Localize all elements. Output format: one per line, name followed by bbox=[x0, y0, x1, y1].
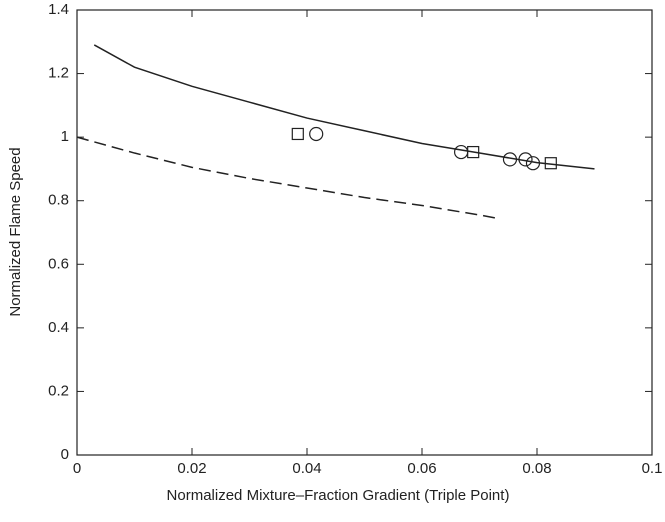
x-tick-label: 0.1 bbox=[642, 460, 663, 477]
x-axis-label: Normalized Mixture–Fraction Gradient (Tr… bbox=[167, 487, 510, 504]
y-tick-label: 0.4 bbox=[48, 319, 69, 336]
x-tick-label: 0.02 bbox=[177, 460, 206, 477]
circle-marker bbox=[454, 144, 469, 160]
circle-marker bbox=[502, 152, 518, 167]
x-tick-label: 0 bbox=[73, 460, 81, 477]
y-tick-label: 0.8 bbox=[48, 192, 69, 209]
x-tick-label: 0.08 bbox=[522, 460, 551, 477]
square-marker bbox=[544, 157, 557, 170]
y-axis-label: Normalized Flame Speed bbox=[7, 147, 24, 316]
y-tick-label: 0.2 bbox=[48, 382, 69, 399]
square-marker bbox=[291, 127, 304, 141]
circle-marker bbox=[525, 156, 541, 171]
y-tick-label: 0 bbox=[61, 446, 69, 463]
circle-marker bbox=[518, 152, 533, 167]
y-tick-label: 0.6 bbox=[48, 255, 69, 272]
circle-marker bbox=[309, 126, 324, 142]
y-tick-label: 1.2 bbox=[48, 65, 69, 82]
y-tick-label: 1.4 bbox=[48, 1, 69, 18]
y-tick-label: 1 bbox=[61, 128, 69, 145]
line bbox=[93, 44, 595, 170]
line bbox=[76, 136, 497, 219]
plot-frame bbox=[76, 9, 653, 456]
x-tick-label: 0.06 bbox=[407, 460, 436, 477]
x-tick-label: 0.04 bbox=[292, 460, 321, 477]
